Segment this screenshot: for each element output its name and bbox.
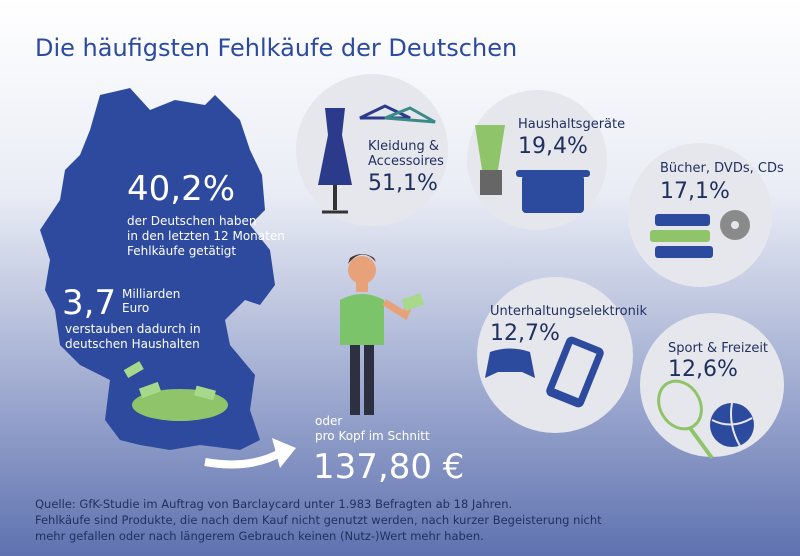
- share-value: 40,2%: [127, 169, 235, 209]
- footer-line: Quelle: GfK-Studie im Auftrag von Barcla…: [35, 497, 512, 511]
- amount-text: verstauben dadurch in: [65, 322, 201, 336]
- category-value: 12,7%: [490, 321, 560, 346]
- footer-line: mehr gefallen oder nach längerem Gebrauc…: [35, 529, 484, 543]
- money-pile: [123, 361, 228, 421]
- amount-unit: Milliarden: [122, 287, 180, 301]
- title: Die häufigsten Fehlkäufe der Deutschen: [35, 34, 517, 62]
- sport-icon: [657, 379, 754, 460]
- category-circle: [477, 277, 633, 433]
- amount-unit: Euro: [122, 301, 149, 315]
- per-head-text: oder: [315, 414, 342, 428]
- category-label: Bücher, DVDs, CDs: [660, 161, 784, 176]
- category-label: Sport & Freizeit: [668, 341, 768, 356]
- germany-map: [40, 88, 275, 450]
- share-text: Fehlkäufe getätigt: [127, 244, 236, 258]
- share-text: der Deutschen haben: [127, 214, 257, 228]
- category-label: Kleidung &: [368, 139, 439, 154]
- share-text: in den letzten 12 Monaten: [127, 229, 285, 243]
- category-label: Accessoires: [368, 154, 444, 169]
- books-icon: [650, 210, 750, 258]
- clothing-icon: [318, 104, 436, 214]
- category-label: Haushaltsgeräte: [518, 117, 625, 132]
- category-circle: [640, 313, 784, 457]
- category-label: Unterhaltungselektronik: [490, 304, 647, 319]
- category-value: 12,6%: [668, 357, 738, 382]
- electronics-icon: [485, 336, 604, 408]
- category-value: 51,1%: [368, 171, 438, 196]
- arrow: [204, 448, 284, 469]
- appliance-icon: [475, 125, 590, 213]
- per-head-value: 137,80 €: [313, 447, 464, 487]
- person-icon: [340, 254, 425, 415]
- footer-line: Fehlkäufe sind Produkte, die nach dem Ka…: [35, 513, 602, 527]
- amount-value: 3,7: [62, 283, 116, 323]
- amount-text: deutschen Haushalten: [65, 337, 200, 351]
- per-head-text: pro Kopf im Schnitt: [315, 429, 430, 443]
- arrow-head: [272, 438, 296, 468]
- category-value: 17,1%: [660, 179, 730, 204]
- category-value: 19,4%: [518, 134, 588, 159]
